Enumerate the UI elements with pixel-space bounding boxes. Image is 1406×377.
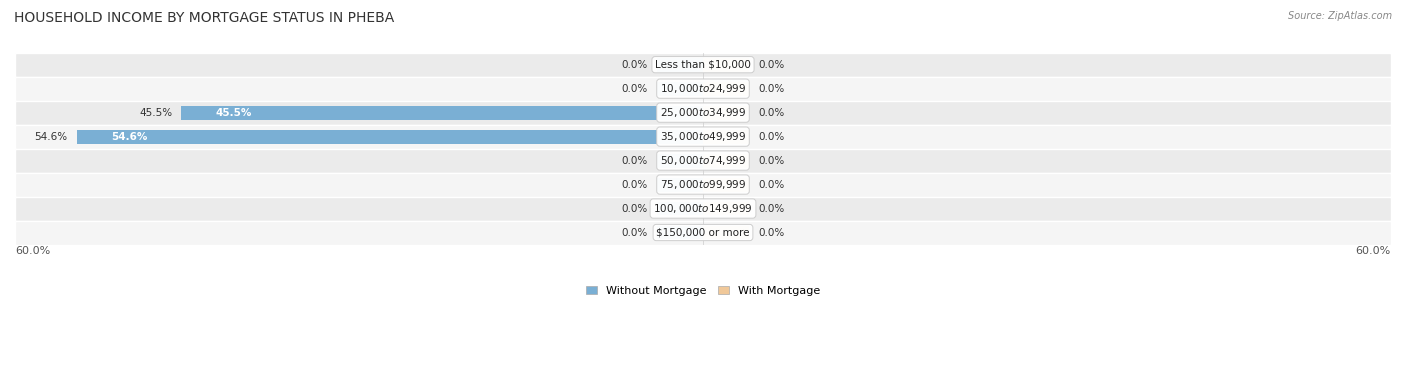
Text: 0.0%: 0.0%: [758, 179, 785, 190]
Bar: [15, 221, 1391, 245]
Bar: [77, 130, 703, 144]
Text: $10,000 to $24,999: $10,000 to $24,999: [659, 82, 747, 95]
Text: 60.0%: 60.0%: [15, 246, 51, 256]
Bar: [657, 202, 703, 216]
Bar: [15, 125, 1391, 149]
Bar: [181, 106, 703, 120]
Text: $25,000 to $34,999: $25,000 to $34,999: [659, 106, 747, 119]
Bar: [15, 101, 1391, 125]
Bar: [703, 202, 749, 216]
Bar: [657, 58, 703, 72]
Text: 0.0%: 0.0%: [758, 227, 785, 238]
Bar: [703, 106, 749, 120]
Text: 54.6%: 54.6%: [35, 132, 67, 142]
Text: $50,000 to $74,999: $50,000 to $74,999: [659, 154, 747, 167]
Text: $150,000 or more: $150,000 or more: [657, 227, 749, 238]
Bar: [657, 82, 703, 96]
Text: 0.0%: 0.0%: [758, 132, 785, 142]
Text: 0.0%: 0.0%: [758, 204, 785, 213]
Text: 45.5%: 45.5%: [139, 108, 172, 118]
Bar: [15, 196, 1391, 221]
Text: 0.0%: 0.0%: [758, 60, 785, 70]
Text: 0.0%: 0.0%: [621, 204, 648, 213]
Bar: [657, 178, 703, 192]
Text: 0.0%: 0.0%: [621, 84, 648, 93]
Text: 0.0%: 0.0%: [621, 60, 648, 70]
Text: 0.0%: 0.0%: [621, 179, 648, 190]
Bar: [657, 154, 703, 167]
Bar: [703, 178, 749, 192]
Text: 0.0%: 0.0%: [621, 156, 648, 166]
Text: 0.0%: 0.0%: [758, 84, 785, 93]
Text: 45.5%: 45.5%: [215, 108, 252, 118]
Bar: [703, 130, 749, 144]
Text: $35,000 to $49,999: $35,000 to $49,999: [659, 130, 747, 143]
Text: Less than $10,000: Less than $10,000: [655, 60, 751, 70]
Bar: [15, 149, 1391, 173]
Text: $75,000 to $99,999: $75,000 to $99,999: [659, 178, 747, 191]
Bar: [703, 154, 749, 167]
Bar: [703, 82, 749, 96]
Bar: [703, 58, 749, 72]
Bar: [657, 225, 703, 239]
Text: 0.0%: 0.0%: [758, 108, 785, 118]
Text: 60.0%: 60.0%: [1355, 246, 1391, 256]
Text: $100,000 to $149,999: $100,000 to $149,999: [654, 202, 752, 215]
Text: Source: ZipAtlas.com: Source: ZipAtlas.com: [1288, 11, 1392, 21]
Text: HOUSEHOLD INCOME BY MORTGAGE STATUS IN PHEBA: HOUSEHOLD INCOME BY MORTGAGE STATUS IN P…: [14, 11, 394, 25]
Bar: [703, 225, 749, 239]
Bar: [15, 77, 1391, 101]
Text: 0.0%: 0.0%: [758, 156, 785, 166]
Legend: Without Mortgage, With Mortgage: Without Mortgage, With Mortgage: [582, 281, 824, 300]
Text: 0.0%: 0.0%: [621, 227, 648, 238]
Bar: [15, 53, 1391, 77]
Text: 54.6%: 54.6%: [111, 132, 148, 142]
Bar: [15, 173, 1391, 196]
